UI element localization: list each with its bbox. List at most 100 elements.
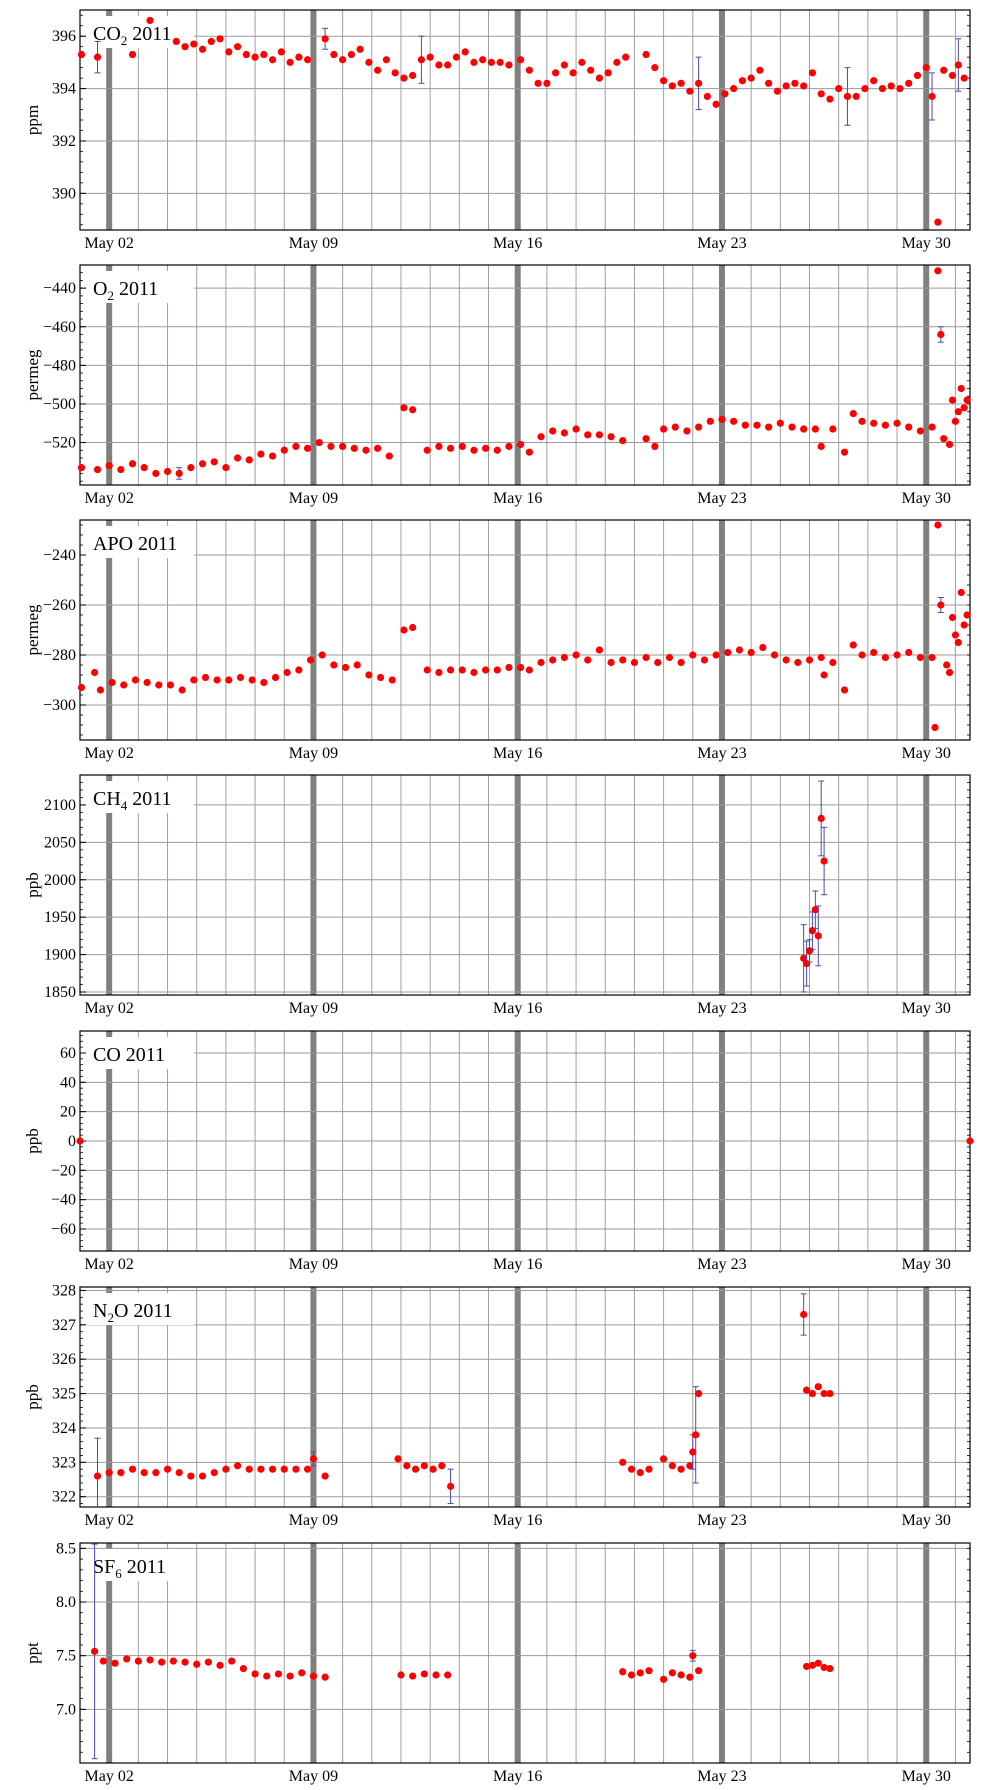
data-point [686,87,694,95]
data-point [482,444,490,452]
data-point [861,84,869,93]
data-point [794,658,802,667]
data-point [77,683,86,692]
data-point [572,425,580,433]
data-point [627,1671,636,1679]
data-point [689,1652,697,1660]
data-point [257,450,265,458]
x-tick-label: May 16 [493,1256,542,1273]
data-point [849,641,857,649]
data-point [896,84,904,93]
data-point [695,1389,703,1398]
data-point [505,663,513,672]
data-point [216,1661,224,1669]
data-point [735,646,744,654]
data-point [668,1669,676,1677]
data-point [146,16,154,25]
title-background [86,1037,194,1069]
x-tick-label: May 16 [493,1000,542,1017]
y-tick-label: 323 [52,1454,76,1471]
data-point [409,1672,417,1680]
data-point [948,396,957,404]
data-point [350,444,358,452]
x-tick-label: May 16 [493,490,542,507]
y-tick-label: 8.5 [56,1540,76,1557]
data-point [175,469,183,478]
x-tick-label: May 02 [85,490,134,507]
data-point [808,1389,817,1398]
data-point [517,663,525,672]
data-point [800,425,808,433]
data-point [339,442,347,451]
data-point [695,423,703,431]
x-tick-label: May 23 [697,1000,746,1017]
data-point [776,419,784,427]
data-point [552,69,560,77]
data-point [741,421,749,429]
data-point [525,666,533,674]
data-point [805,656,814,664]
data-point [940,435,948,443]
data-point [155,681,163,689]
data-point [645,1667,653,1675]
data-point [178,686,186,694]
x-tick-label: May 23 [697,235,746,252]
data-point [432,1671,440,1679]
y-tick-label: 40 [60,1074,76,1091]
data-point [257,1465,265,1473]
data-point [835,84,843,93]
data-point [937,601,945,609]
title-background [86,1549,194,1581]
data-point [619,656,627,664]
data-point [426,53,434,61]
data-point [198,460,207,468]
data-point [409,71,417,80]
data-point [668,82,676,90]
data-point [802,1386,811,1394]
data-point [913,71,922,80]
data-point [146,1656,154,1664]
y-tick-label: 325 [52,1386,76,1403]
data-point [321,1673,329,1681]
data-point [318,651,326,659]
data-point [187,464,195,472]
data-point [260,678,268,687]
data-point [671,423,679,431]
data-point [274,1670,283,1678]
data-point [429,1465,437,1473]
x-tick-label: May 02 [85,1000,134,1017]
y-tick-label: 7.5 [56,1648,76,1665]
data-point [280,1465,288,1473]
data-point [721,90,729,98]
data-point [409,406,417,414]
data-point [706,417,714,425]
data-point [120,681,128,689]
data-point [584,656,592,664]
data-point [438,1462,446,1470]
data-point [686,1673,694,1681]
data-point [163,1465,172,1473]
data-point [382,56,390,64]
x-tick-label: May 23 [697,1256,746,1273]
y-tick-label: −520 [43,435,76,452]
data-point [295,666,303,674]
data-point [934,267,942,275]
data-point [660,1455,668,1463]
x-tick-label: May 02 [85,1512,134,1529]
plot-frame [79,774,971,996]
data-point [330,50,338,59]
plot-area [80,520,970,740]
data-point [712,651,720,659]
data-point [800,954,808,962]
data-point [90,668,99,677]
data-point [105,1469,113,1477]
data-point [960,621,968,629]
data-point [677,1671,685,1679]
data-point [376,673,385,682]
data-point [131,676,140,684]
data-point [268,452,277,460]
data-point [493,666,501,674]
y-tick-label: 392 [52,133,76,150]
data-point [820,1663,828,1672]
